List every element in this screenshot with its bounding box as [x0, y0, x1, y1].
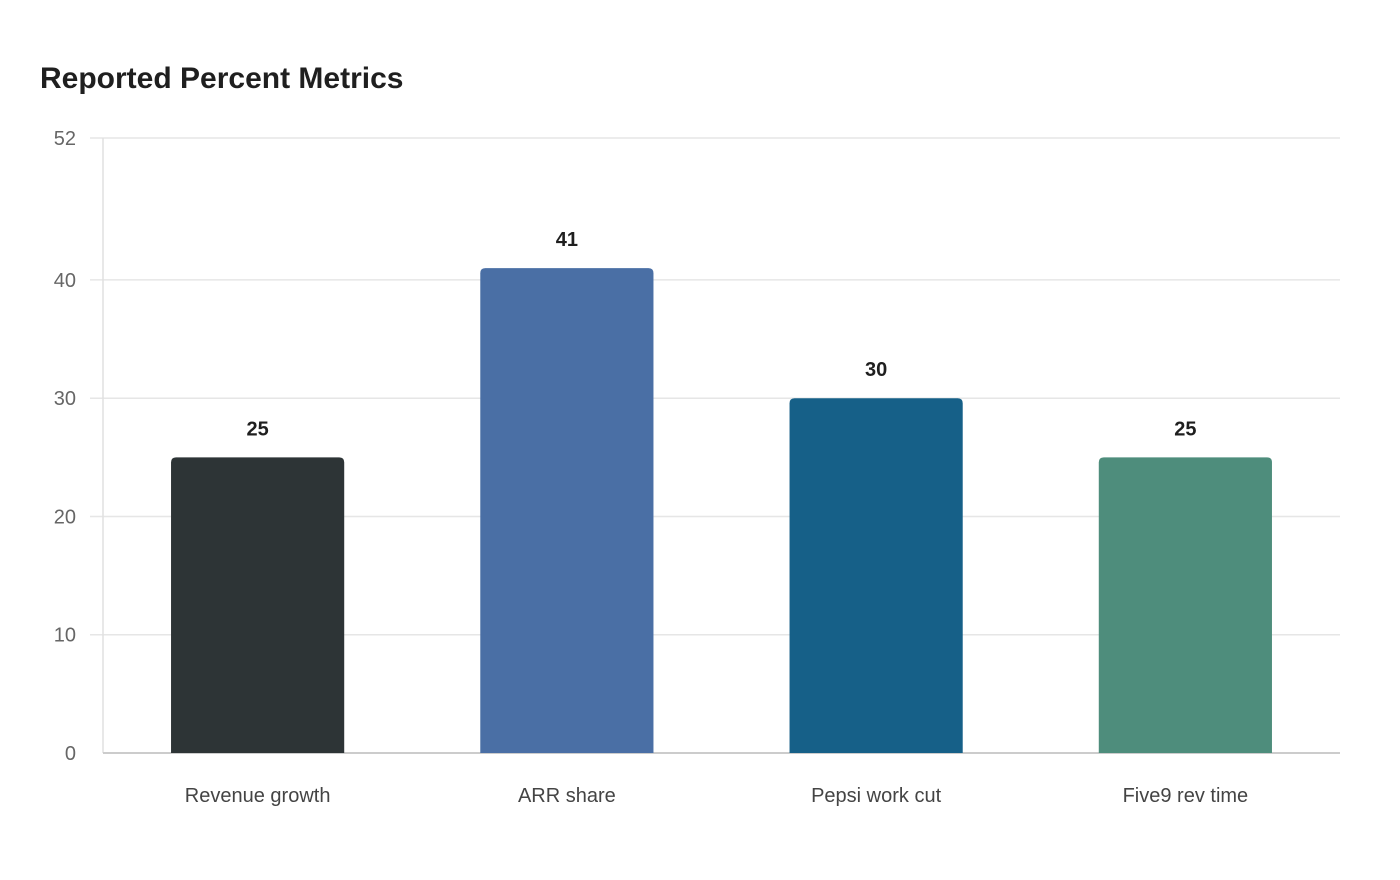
y-tick-label: 30 [54, 388, 76, 410]
category-label: Revenue growth [185, 785, 331, 807]
value-labels: 25 41 30 25 [247, 229, 1197, 440]
bar-3 [789, 398, 963, 753]
y-tick-label: 10 [54, 625, 76, 647]
y-tick-label: 0 [65, 743, 76, 765]
value-label: 30 [865, 359, 887, 381]
y-tick-label: 52 [54, 128, 76, 150]
y-tick-label: 20 [54, 506, 76, 528]
bar-4 [1098, 457, 1272, 753]
bar-1 [171, 457, 345, 753]
chart-title: Reported Percent Metrics [40, 62, 404, 95]
value-label: 41 [556, 229, 578, 251]
y-tick-labels: 0 10 20 30 40 52 [54, 128, 76, 765]
bars [171, 268, 1272, 753]
value-label: 25 [247, 418, 269, 440]
value-label: 25 [1174, 418, 1196, 440]
y-tick-label: 40 [54, 270, 76, 292]
bar-2 [480, 268, 654, 753]
x-tick-labels: Revenue growth ARR share Pepsi work cut Fiv… [185, 785, 1248, 807]
category-label: ARR share [518, 785, 616, 807]
category-label: Pepsi work cut [811, 785, 941, 807]
category-label: Five9 rev time [1123, 785, 1249, 807]
